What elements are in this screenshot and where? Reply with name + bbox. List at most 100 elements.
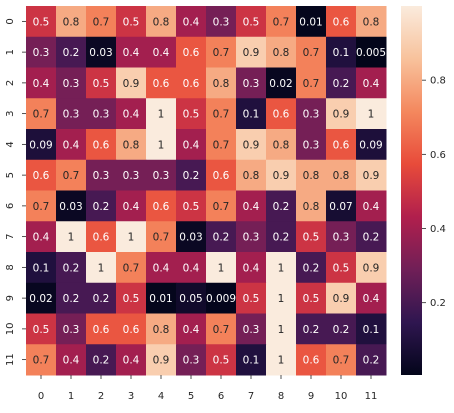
cell-value-label: 0.8 (333, 170, 350, 182)
heatmap-cell (266, 252, 297, 284)
cell-value-label: 0.7 (303, 78, 320, 90)
cell-value-label: 0.4 (63, 139, 80, 151)
heatmap-cell (236, 221, 267, 253)
cell-value-label: 0.4 (63, 355, 80, 367)
cell-value-label: 0.03 (59, 201, 82, 213)
cell-value-label: 0.2 (213, 232, 230, 244)
x-tick-label: 9 (308, 391, 314, 402)
cell-value-label: 0.3 (63, 324, 80, 336)
heatmap-cell (326, 159, 357, 191)
colorbar-tick-label: 0.8 (430, 76, 446, 87)
cell-value-label: 1 (368, 109, 375, 121)
cell-value-label: 0.5 (123, 16, 140, 28)
cell-value-label: 1 (68, 232, 75, 244)
cell-value-label: 0.6 (303, 355, 320, 367)
cell-value-label: 0.01 (299, 16, 322, 28)
cell-value-label: 0.8 (213, 78, 230, 90)
cell-value-label: 0.4 (183, 262, 200, 274)
heatmap-cell (296, 252, 327, 284)
x-tick-label: 6 (218, 391, 224, 402)
cell-value-label: 0.2 (93, 355, 110, 367)
heatmap-cell (266, 190, 297, 222)
heatmap-cell (116, 252, 147, 284)
y-axis-ticks: 0 1 2 3 4 5 6 7 8 9 10 11 (5, 18, 26, 366)
cell-value-label: 0.4 (123, 355, 140, 367)
cell-value-label: 0.1 (33, 262, 50, 274)
cell-value-label: 0.3 (123, 170, 140, 182)
heatmap-cell (176, 190, 207, 222)
cell-value-label: 0.4 (123, 47, 140, 59)
heatmap-cell (296, 313, 327, 345)
heatmap-cell (26, 36, 57, 68)
x-tick-label: 1 (68, 391, 74, 402)
heatmap-cell (116, 36, 147, 68)
cell-value-label: 0.5 (243, 16, 260, 28)
cell-value-label: 0.8 (363, 16, 380, 28)
heatmap-cell (146, 313, 177, 345)
cell-value-label: 0.4 (363, 78, 380, 90)
heatmap-cell (266, 313, 297, 345)
cell-value-label: 0.2 (183, 170, 200, 182)
cell-value-label: 0.9 (363, 170, 380, 182)
cell-value-label: 0.2 (63, 262, 80, 274)
colorbar-gradient (401, 6, 422, 375)
cell-value-label: 0.9 (333, 109, 350, 121)
heatmap-cell (326, 190, 357, 222)
cell-value-label: 0.6 (33, 170, 50, 182)
heatmap-cell (356, 129, 387, 161)
cell-value-label: 1 (158, 109, 165, 121)
heatmap-cell (356, 36, 387, 68)
heatmap-cell (56, 282, 87, 314)
y-tick-label: 10 (5, 323, 16, 336)
cell-value-label: 0.9 (153, 355, 170, 367)
heatmap-cell (176, 252, 207, 284)
heatmap-cell (296, 190, 327, 222)
cell-value-label: 0.8 (303, 201, 320, 213)
heatmap-cell (146, 252, 177, 284)
heatmap-cell (236, 67, 267, 99)
cell-value-label: 0.9 (333, 293, 350, 305)
x-tick-label: 2 (98, 391, 104, 402)
cell-value-label: 0.6 (93, 232, 110, 244)
heatmap-cell (116, 98, 147, 130)
cell-value-label: 0.4 (363, 201, 380, 213)
heatmap-cell (326, 67, 357, 99)
cell-value-label: 0.1 (243, 355, 260, 367)
cell-value-label: 0.7 (63, 170, 80, 182)
heatmap-cell (326, 313, 357, 345)
colorbar-tick-label: 0.6 (430, 150, 446, 161)
y-tick-label: 7 (5, 233, 16, 239)
heatmap-cell (86, 36, 117, 68)
cell-value-label: 0.4 (33, 232, 50, 244)
y-tick-label: 9 (5, 295, 16, 301)
cell-value-label: 0.3 (33, 47, 50, 59)
cell-value-label: 0.3 (213, 16, 230, 28)
heatmap-cell (236, 6, 267, 38)
heatmap-cell (266, 98, 297, 130)
x-tick-label: 8 (278, 391, 284, 402)
heatmap-cell (356, 282, 387, 314)
heatmap-cell (326, 6, 357, 38)
heatmap-cell (236, 159, 267, 191)
x-tick-label: 7 (248, 391, 254, 402)
heatmap-cell (356, 6, 387, 38)
cell-value-label: 0.8 (153, 16, 170, 28)
heatmap-cell (176, 67, 207, 99)
heatmap-cell (26, 190, 57, 222)
heatmap-cell (86, 129, 117, 161)
cell-value-label: 0.005 (356, 47, 386, 59)
cell-value-label: 0.3 (243, 324, 260, 336)
heatmap-cell (206, 129, 237, 161)
cell-value-label: 0.3 (93, 109, 110, 121)
cell-value-label: 0.2 (273, 232, 290, 244)
cell-value-label: 0.2 (363, 355, 380, 367)
cell-value-label: 0.2 (63, 47, 80, 59)
cell-value-label: 0.5 (303, 232, 320, 244)
cell-value-label: 0.6 (333, 16, 350, 28)
cell-value-label: 0.9 (243, 47, 260, 59)
heatmap-cell (266, 36, 297, 68)
heatmap-cell (236, 190, 267, 222)
cell-value-label: 0.3 (153, 170, 170, 182)
heatmap-cell (296, 344, 327, 376)
heatmap-cell (326, 36, 357, 68)
